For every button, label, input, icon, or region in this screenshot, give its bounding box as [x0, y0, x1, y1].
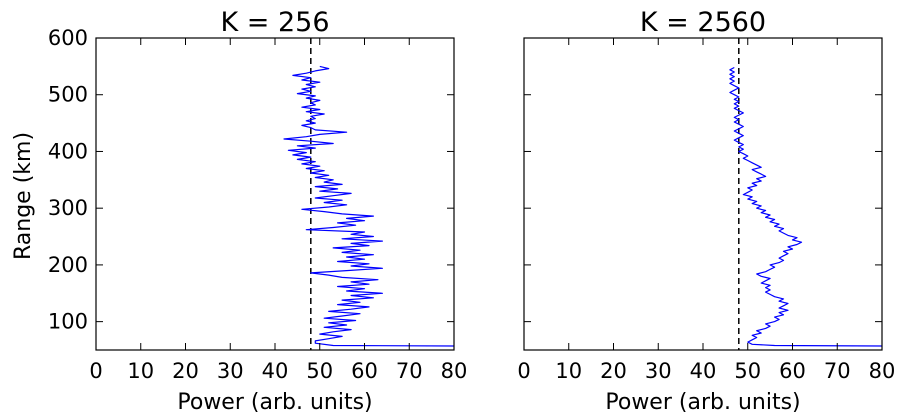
- x-tick-label: 80: [869, 359, 896, 383]
- x-axis-label: Power (arb. units): [177, 390, 372, 414]
- series-line: [729, 66, 882, 347]
- y-tick-label: 400: [48, 139, 88, 163]
- y-tick-label: 500: [48, 83, 88, 107]
- x-axis-label: Power (arb. units): [605, 390, 800, 414]
- y-tick-label: 600: [48, 26, 88, 50]
- x-tick-label: 10: [555, 359, 582, 383]
- x-tick-label: 50: [306, 359, 333, 383]
- series-line: [283, 65, 454, 347]
- plot-area: 0 10 20 30 40 50 60 70 80 100 200 300 400 500 600: [48, 26, 467, 383]
- panel-title: K = 256: [220, 7, 329, 38]
- y-tick-label: 200: [48, 253, 88, 277]
- x-tick-label: 20: [600, 359, 627, 383]
- panel-title: K = 2560: [640, 7, 766, 38]
- y-axis-label: Range (km): [11, 132, 36, 260]
- x-tick-label: 70: [824, 359, 851, 383]
- x-tick-label: 60: [351, 359, 378, 383]
- x-tick-label: 70: [396, 359, 423, 383]
- y-tick-label: 300: [48, 196, 88, 220]
- panel-k2560: K = 2560 Power (arb. units) 0 10 20 30 40 50 6…: [517, 7, 895, 414]
- x-tick-label: 20: [172, 359, 199, 383]
- x-tick-label: 30: [217, 359, 244, 383]
- x-tick-label: 40: [262, 359, 289, 383]
- panel-k256: K = 256 Power (arb. units) Range (km) 0 1…: [11, 7, 467, 414]
- x-tick-label: 80: [441, 359, 468, 383]
- x-tick-label: 30: [645, 359, 672, 383]
- x-tick-label: 0: [89, 359, 102, 383]
- x-tick-label: 50: [734, 359, 761, 383]
- x-tick-label: 40: [690, 359, 717, 383]
- x-tick-label: 0: [517, 359, 530, 383]
- plot-area: 0 10 20 30 40 50 60 70 80: [517, 37, 896, 383]
- x-tick-label: 60: [779, 359, 806, 383]
- x-tick-label: 10: [127, 359, 154, 383]
- y-tick-label: 100: [48, 310, 88, 334]
